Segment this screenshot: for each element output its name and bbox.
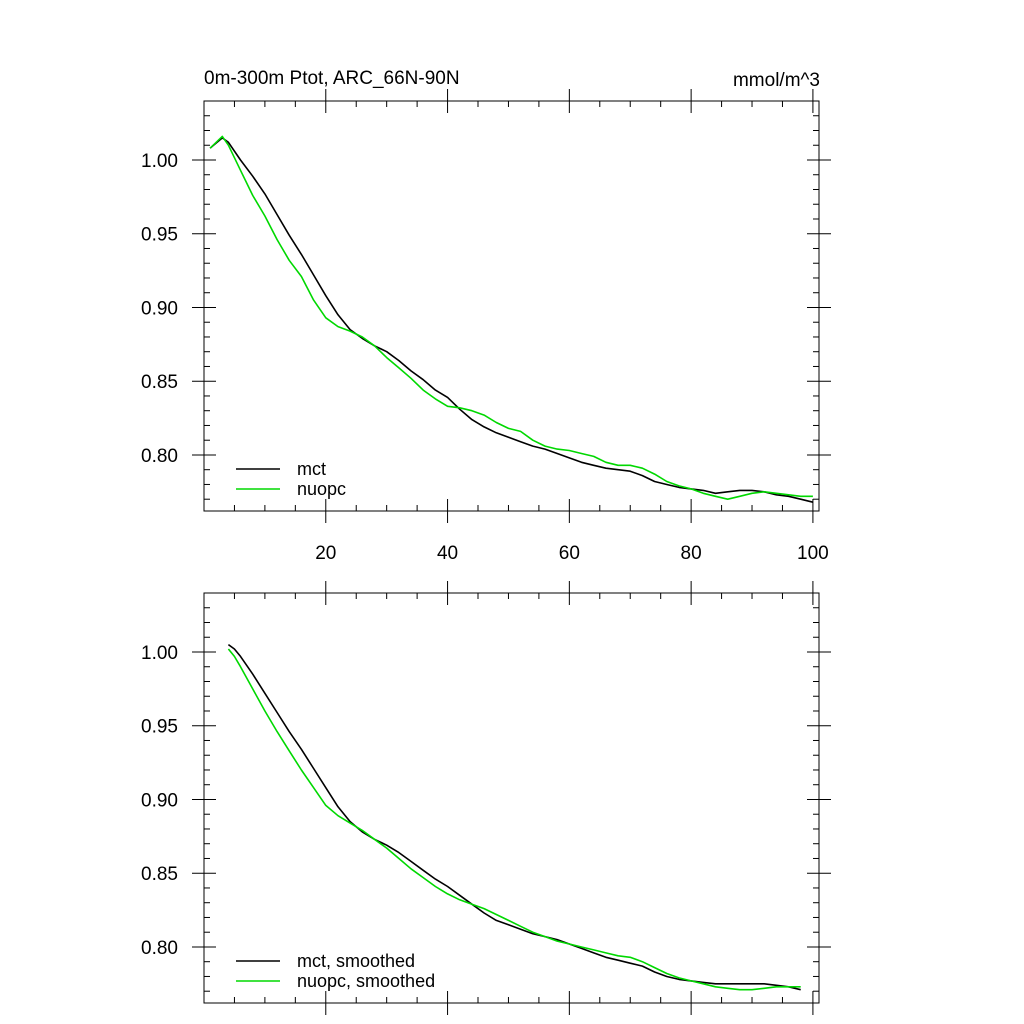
- legend-label: nuopc, smoothed: [297, 971, 435, 991]
- y-tick-label: 0.80: [141, 938, 178, 959]
- x-tick-label: 100: [797, 543, 829, 564]
- series-line: [209, 137, 814, 503]
- units-label: mmol/m^3: [733, 70, 820, 91]
- x-tick-label: 60: [559, 543, 580, 564]
- series-line: [227, 648, 801, 991]
- series-line: [227, 643, 801, 991]
- y-tick-label: 0.85: [141, 864, 178, 885]
- x-tick-label: 80: [681, 543, 702, 564]
- y-tick-label: 0.90: [141, 298, 178, 319]
- legend-label: nuopc: [297, 479, 346, 499]
- x-tick-label: 20: [315, 543, 336, 564]
- plot-frame: [203, 592, 820, 1004]
- x-tick-label: 40: [437, 543, 458, 564]
- plot-frame: [203, 100, 820, 512]
- y-tick-label: 1.00: [141, 643, 178, 664]
- y-tick-label: 0.95: [141, 717, 178, 738]
- series-line: [209, 135, 813, 501]
- legend-label: mct: [297, 459, 326, 479]
- y-tick-label: 0.95: [141, 225, 178, 246]
- y-tick-label: 1.00: [141, 151, 178, 172]
- chart-title: 0m-300m Ptot, ARC_66N-90N: [204, 68, 460, 89]
- legend-label: mct, smoothed: [297, 951, 415, 971]
- bottom-panel: 0.80 0.85 0.90 0.95 1.00 mct, smoothednuopc, …: [141, 581, 831, 1015]
- y-tick-label: 0.85: [141, 372, 178, 393]
- y-tick-label: 0.80: [141, 446, 178, 467]
- y-tick-label: 0.90: [141, 790, 178, 811]
